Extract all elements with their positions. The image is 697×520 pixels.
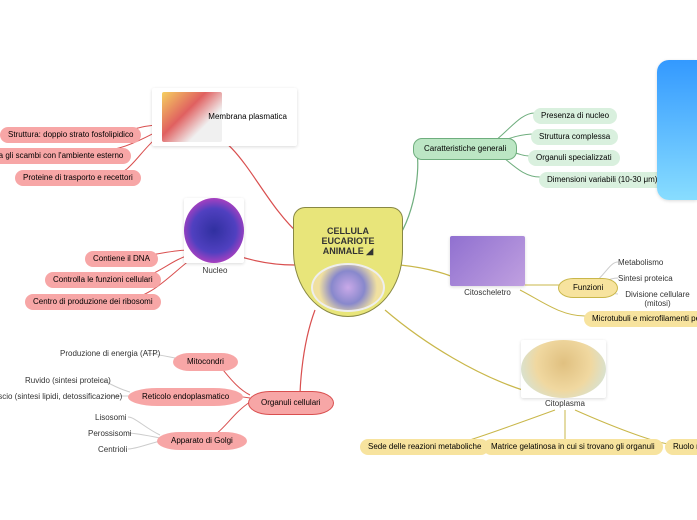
cito-extra[interactable]: Microtubuli e microfilamenti per il supp… (584, 311, 697, 327)
car-child-2[interactable]: Organuli specializzati (528, 150, 620, 166)
mitocondri-node[interactable]: Mitocondri (173, 353, 238, 371)
golgi-node[interactable]: Apparato di Golgi (157, 432, 247, 450)
membrana-child-2[interactable]: Proteine di trasporto e recettori (15, 170, 141, 186)
center-title-1: CELLULA (294, 226, 402, 236)
golgi-child-1[interactable]: Perossisomi (88, 429, 132, 438)
reticolo-node[interactable]: Reticolo endoplasmatico (128, 388, 243, 406)
mito-child[interactable]: Produzione di energia (ATP) (60, 349, 160, 358)
citop-child-1[interactable]: Matrice gelatinosa in cui si trovano gli… (483, 439, 663, 455)
caratteristiche-node[interactable]: Caratteristiche generali (413, 138, 517, 160)
center-node[interactable]: CELLULA EUCARIOTE ANIMALE ◢ (293, 207, 403, 317)
ret-child-0[interactable]: Ruvido (sintesi proteica) (25, 376, 111, 385)
citop-child-0[interactable]: Sede delle reazioni metaboliche (360, 439, 489, 455)
cito-image-box[interactable] (450, 236, 525, 286)
cito-image (450, 236, 525, 286)
nucleo-child-0[interactable]: Contiene il DNA (85, 251, 158, 267)
nucleo-image-box[interactable] (184, 198, 244, 263)
nucleo-child-1[interactable]: Controlla le funzioni cellulari (45, 272, 161, 288)
center-image (311, 263, 385, 312)
center-title-3: ANIMALE ◢ (294, 246, 402, 257)
citoplasma-image-box[interactable] (521, 340, 606, 398)
center-title-2: EUCARIOTE (294, 236, 402, 246)
membrana-label: Membrana plasmatica (208, 112, 287, 121)
membrana-child-1[interactable]: gola gli scambi con l'ambiente esterno (0, 148, 131, 164)
membrana-child-0[interactable]: Struttura: doppio strato fosfolipidico (0, 127, 141, 143)
golgi-child-0[interactable]: Lisosomi (95, 413, 127, 422)
citop-child-2[interactable]: Ruolo n (665, 439, 697, 455)
ret-child-1[interactable]: Liscio (sintesi lipidi, detossificazione… (0, 392, 122, 401)
membrana-image-box[interactable]: Membrana plasmatica (152, 88, 297, 146)
funzioni-node[interactable]: Funzioni (558, 278, 618, 298)
golgi-child-2[interactable]: Centrioli (98, 445, 127, 454)
organuli-node[interactable]: Organuli cellulari (248, 391, 334, 415)
car-child-3[interactable]: Dimensioni variabili (10-30 μm) (539, 172, 665, 188)
nucleo-child-2[interactable]: Centro di produzione dei ribosomi (25, 294, 161, 310)
nucleo-label: Nucleo (200, 266, 230, 275)
citoplasma-label: Citoplasma (540, 399, 590, 408)
mindmap-canvas: CELLULA EUCARIOTE ANIMALE ◢ Membrana pla… (0, 0, 697, 520)
right-partial-image (657, 60, 697, 200)
citoplasma-image (521, 340, 606, 398)
funz-1[interactable]: Sintesi proteica (618, 274, 673, 283)
cito-label: Citoscheletro (460, 288, 515, 297)
nucleo-image (184, 198, 244, 263)
funz-2[interactable]: Divisione cellulare (mitosi) (618, 290, 697, 308)
car-child-1[interactable]: Struttura complessa (531, 129, 618, 145)
funz-0[interactable]: Metabolismo (618, 258, 663, 267)
car-child-0[interactable]: Presenza di nucleo (533, 108, 617, 124)
